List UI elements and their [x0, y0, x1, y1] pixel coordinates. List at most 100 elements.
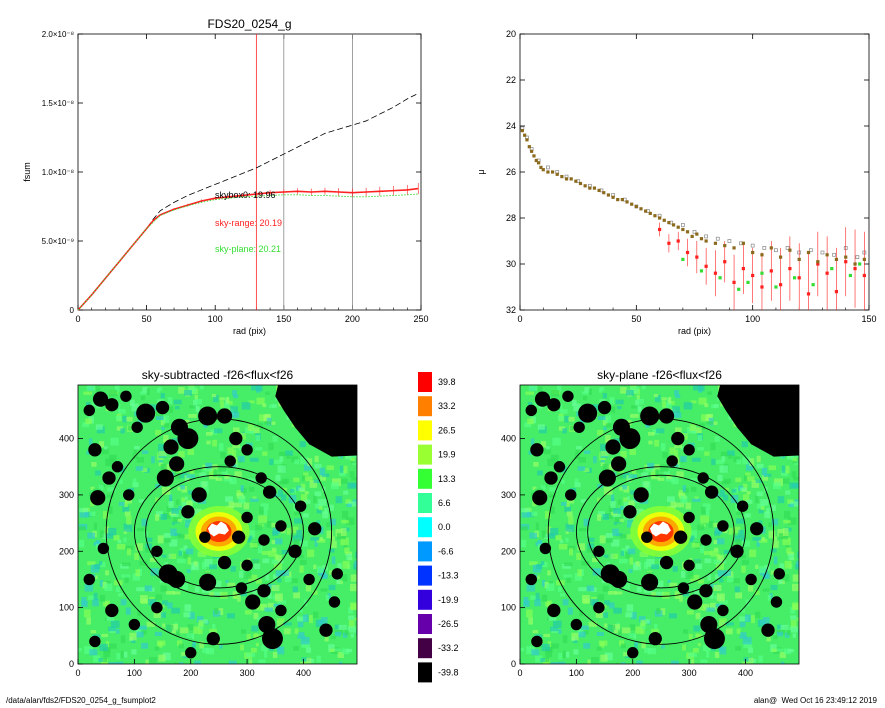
noise-pixel: [93, 575, 98, 580]
noise-pixel: [229, 476, 237, 485]
noise-pixel: [132, 478, 137, 486]
profile-point: [681, 257, 685, 261]
noise-pixel: [177, 518, 182, 523]
noise-pixel: [566, 511, 573, 517]
noise-pixel: [274, 593, 283, 602]
noise-pixel: [264, 413, 272, 421]
noise-pixel: [633, 565, 638, 570]
noise-pixel: [655, 394, 661, 403]
noise-pixel: [598, 640, 608, 646]
noise-pixel: [564, 415, 569, 423]
noise-pixel: [529, 561, 538, 566]
noise-pixel: [313, 564, 317, 570]
noise-pixel: [302, 474, 306, 482]
noise-pixel: [778, 533, 788, 540]
noise-pixel: [742, 456, 751, 465]
noise-pixel: [713, 584, 722, 592]
profile-point: [853, 267, 857, 271]
noise-pixel: [203, 424, 208, 428]
noise-pixel: [130, 399, 135, 406]
noise-pixel: [86, 450, 91, 455]
noise-pixel: [763, 473, 772, 477]
noise-pixel: [319, 467, 326, 476]
mask-dot: [177, 428, 199, 449]
noise-pixel: [784, 560, 792, 569]
mask-dot: [593, 545, 605, 557]
noise-pixel: [611, 494, 615, 502]
noise-pixel: [536, 564, 543, 570]
noise-pixel: [243, 571, 252, 579]
profile-point: [830, 267, 834, 271]
noise-pixel: [674, 449, 679, 458]
noise-pixel: [199, 641, 204, 649]
noise-pixel: [191, 565, 196, 570]
noise-pixel: [170, 528, 177, 536]
noise-pixel: [336, 533, 346, 540]
profile-point: [713, 271, 718, 275]
noise-pixel: [208, 476, 218, 480]
profile-point: [741, 241, 745, 245]
noise-pixel: [354, 560, 357, 567]
noise-pixel: [741, 565, 746, 573]
colorbar-swatch: [418, 420, 432, 441]
noise-pixel: [689, 538, 693, 543]
noise-pixel: [298, 487, 305, 492]
mask-dot: [151, 545, 163, 557]
noise-pixel: [768, 465, 776, 471]
noise-pixel: [611, 539, 620, 547]
noise-pixel: [719, 465, 728, 473]
noise-pixel: [188, 611, 195, 620]
colorbar-swatch: [418, 517, 432, 538]
noise-pixel: [686, 610, 694, 615]
profile-point: [704, 239, 708, 243]
noise-pixel: [347, 482, 357, 489]
noise-pixel: [141, 630, 147, 635]
mask-dot: [275, 520, 287, 532]
noise-pixel: [167, 397, 173, 405]
noise-pixel: [299, 441, 306, 448]
noise-pixel: [240, 485, 244, 492]
noise-pixel: [314, 491, 322, 497]
noise-pixel: [558, 426, 566, 431]
noise-pixel: [533, 462, 539, 467]
noise-pixel: [604, 415, 612, 423]
noise-pixel: [160, 513, 167, 520]
noise-pixel: [540, 561, 545, 565]
noise-pixel: [304, 491, 309, 495]
profile-point: [574, 179, 578, 183]
noise-pixel: [628, 500, 635, 506]
noise-pixel: [291, 456, 298, 463]
noise-pixel: [626, 419, 632, 426]
profile-point: [862, 273, 866, 278]
noise-pixel: [529, 532, 538, 539]
profile-point: [639, 207, 643, 211]
noise-pixel: [241, 402, 251, 410]
profile-point: [634, 204, 638, 209]
noise-pixel: [628, 474, 637, 479]
noise-pixel: [756, 503, 765, 509]
noise-pixel: [184, 496, 188, 500]
noise-pixel: [256, 397, 265, 405]
noise-pixel: [160, 585, 167, 592]
noise-pixel: [680, 495, 686, 504]
noise-pixel: [685, 571, 694, 579]
noise-pixel: [772, 540, 779, 548]
noise-pixel: [334, 648, 341, 652]
noise-pixel: [181, 652, 188, 657]
noise-pixel: [764, 511, 771, 519]
noise-pixel: [101, 633, 109, 638]
noise-pixel: [146, 537, 153, 542]
noise-pixel: [161, 554, 167, 558]
noise-pixel: [187, 557, 192, 565]
noise-pixel: [230, 566, 236, 572]
profile-point: [681, 227, 685, 232]
noise-pixel: [342, 632, 348, 638]
noise-pixel: [341, 520, 349, 524]
noise-pixel: [138, 499, 145, 503]
mask-dot: [241, 559, 253, 572]
noise-pixel: [605, 434, 611, 443]
profile-point: [853, 262, 857, 266]
noise-pixel: [299, 559, 307, 565]
noise-pixel: [286, 454, 291, 459]
noise-pixel: [530, 438, 535, 446]
